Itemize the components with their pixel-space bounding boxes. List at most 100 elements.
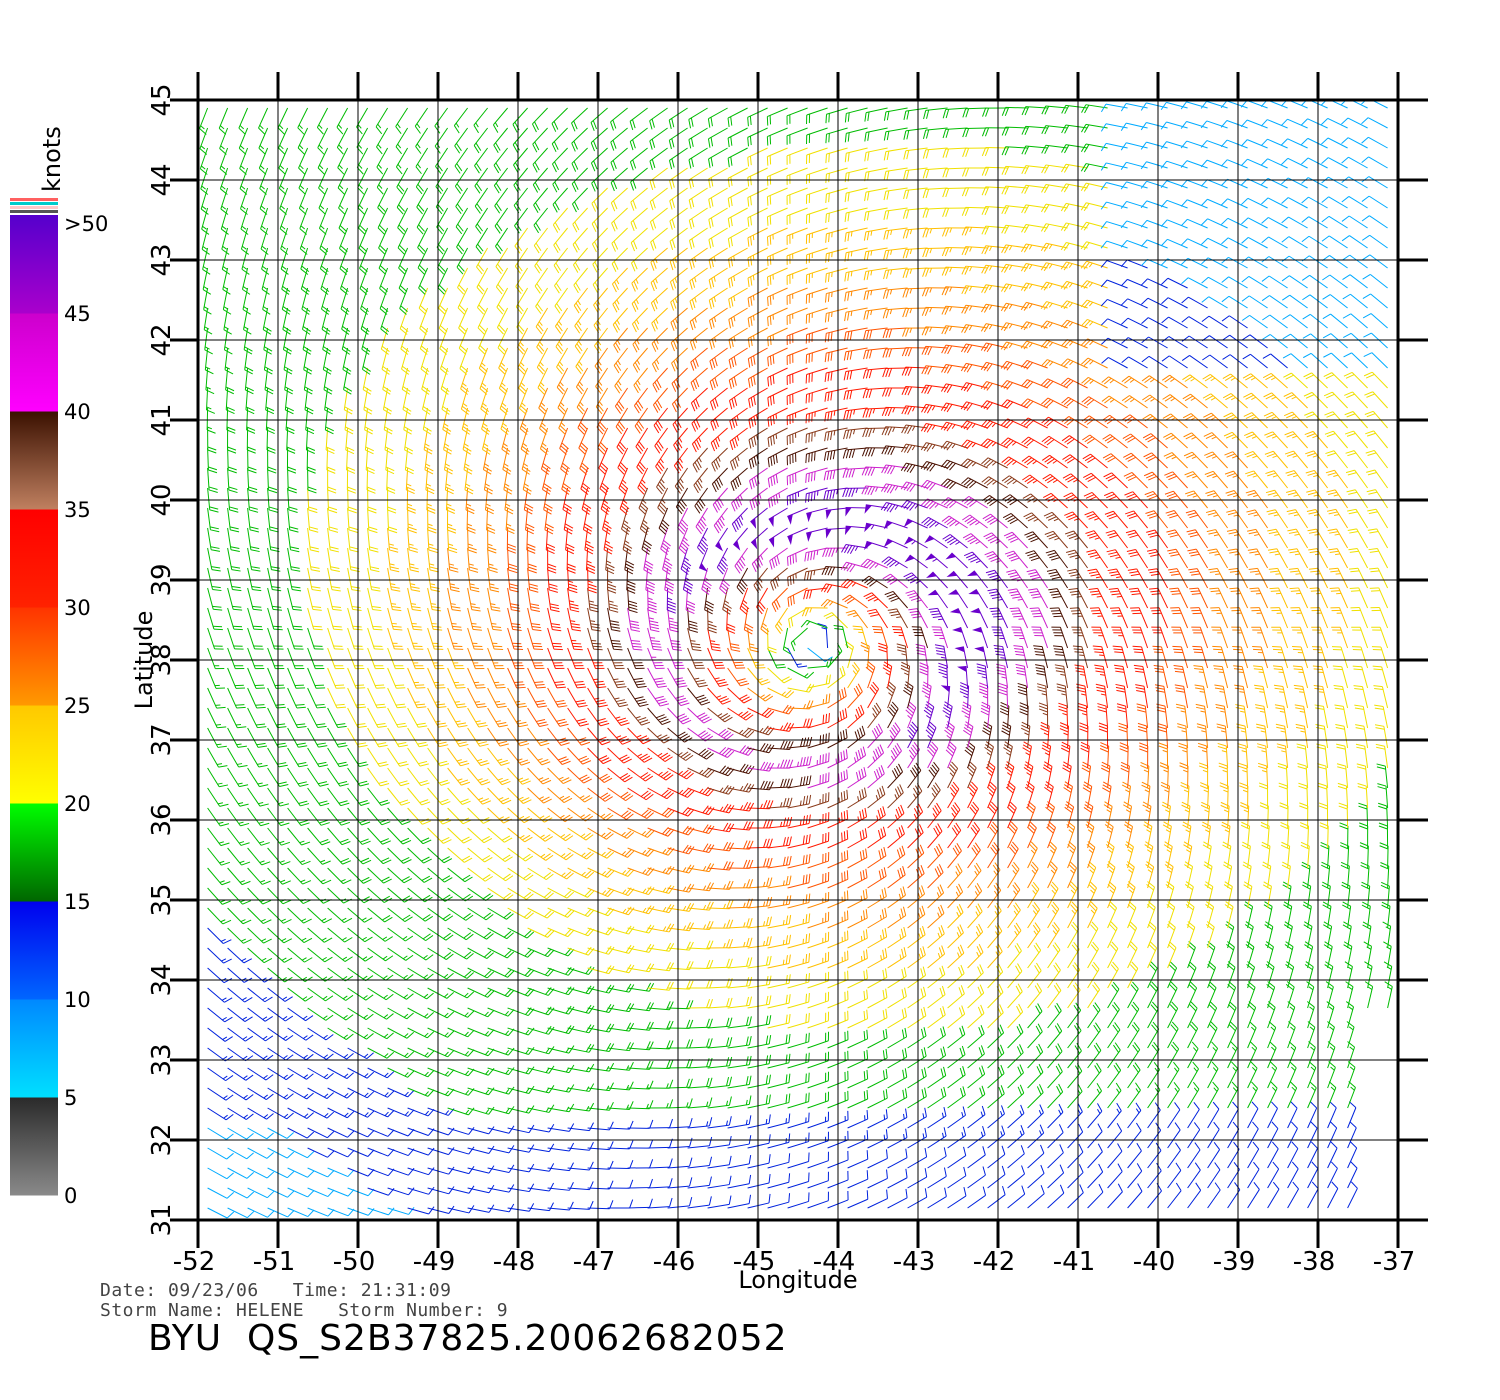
wind-barb bbox=[1040, 339, 1068, 349]
wind-barb bbox=[967, 1045, 985, 1069]
wind-barb bbox=[407, 1047, 435, 1058]
wind-barb bbox=[927, 761, 940, 789]
wind-barb bbox=[1051, 626, 1069, 649]
wind-barb bbox=[805, 227, 828, 244]
wind-barb bbox=[1031, 626, 1049, 649]
wind-barb bbox=[1082, 434, 1108, 449]
wind-barb bbox=[687, 979, 714, 989]
wind-barb bbox=[287, 1027, 314, 1041]
wind-barb bbox=[1127, 1102, 1142, 1129]
wind-barb bbox=[1323, 352, 1348, 369]
wind-barb bbox=[947, 1106, 966, 1129]
wind-barb bbox=[607, 767, 633, 783]
wind-barb bbox=[1287, 1161, 1299, 1189]
wind-barb bbox=[1126, 549, 1149, 569]
wind-barb bbox=[1167, 1102, 1181, 1129]
wind-barb bbox=[1065, 549, 1089, 569]
wind-barb bbox=[947, 761, 959, 789]
wind-barb bbox=[1146, 529, 1169, 549]
wind-barb bbox=[766, 147, 788, 166]
wind-barb bbox=[543, 487, 553, 515]
wind-barb bbox=[627, 1002, 654, 1012]
wind-barb bbox=[1307, 1161, 1319, 1189]
wind-barb bbox=[708, 147, 728, 168]
wind-barb bbox=[786, 287, 808, 305]
wind-barb bbox=[1209, 587, 1229, 609]
wind-barb bbox=[1047, 1043, 1063, 1069]
wind-barb bbox=[629, 107, 648, 131]
wind-barb bbox=[527, 627, 543, 651]
wind-barb bbox=[207, 1127, 234, 1140]
wind-barb bbox=[492, 107, 508, 133]
wind-barb bbox=[649, 127, 668, 150]
wind-barb bbox=[347, 687, 367, 709]
wind-barb bbox=[487, 1106, 515, 1115]
wind-barb bbox=[787, 1072, 810, 1089]
wind-barb bbox=[307, 1067, 334, 1080]
wind-barb bbox=[945, 552, 968, 569]
wind-barb bbox=[523, 487, 534, 515]
wind-barb bbox=[962, 533, 988, 549]
wind-barb bbox=[207, 647, 225, 670]
wind-barb bbox=[787, 1192, 810, 1209]
wind-barb bbox=[806, 107, 828, 125]
wind-barb bbox=[547, 1142, 575, 1152]
wind-barb bbox=[1002, 494, 1028, 509]
wind-barb bbox=[1342, 254, 1368, 269]
wind-barb bbox=[786, 307, 808, 325]
wind-barb bbox=[427, 667, 446, 689]
wind-barb bbox=[493, 147, 508, 174]
wind-barb bbox=[669, 247, 688, 271]
wind-barb bbox=[786, 267, 808, 285]
wind-barb bbox=[900, 500, 928, 511]
wind-barb bbox=[367, 727, 388, 748]
wind-barb bbox=[367, 787, 390, 806]
wind-barb bbox=[327, 727, 348, 748]
wind-barb bbox=[805, 327, 828, 344]
wind-barb bbox=[987, 882, 1002, 909]
wind-barb bbox=[1326, 508, 1349, 529]
wind-barb bbox=[1027, 1084, 1044, 1109]
wind-barb bbox=[1184, 471, 1208, 489]
wind-barb bbox=[507, 647, 525, 670]
wind-barb bbox=[267, 947, 293, 963]
wind-barb bbox=[594, 327, 609, 354]
wind-barb bbox=[495, 247, 509, 275]
wind-barb bbox=[847, 989, 868, 1009]
wind-barb bbox=[960, 343, 988, 354]
wind-barb bbox=[1001, 244, 1028, 254]
wind-barb bbox=[267, 627, 284, 650]
wind-barb bbox=[1221, 315, 1248, 329]
wind-barb bbox=[307, 627, 324, 650]
wind-barb bbox=[866, 608, 889, 629]
wind-barb bbox=[787, 1112, 810, 1129]
wind-barb bbox=[669, 207, 688, 230]
wind-barb bbox=[1182, 821, 1192, 849]
wind-barb bbox=[1145, 510, 1168, 529]
wind-barb bbox=[1067, 1063, 1083, 1089]
wind-barb bbox=[767, 895, 792, 909]
wind-barb bbox=[887, 804, 905, 829]
wind-barb bbox=[947, 1146, 967, 1169]
wind-barb bbox=[567, 707, 589, 727]
wind-barb bbox=[925, 553, 948, 569]
wind-barb bbox=[455, 187, 469, 214]
wind-barb bbox=[1028, 588, 1049, 609]
wind-barb bbox=[947, 964, 965, 989]
wind-barb bbox=[984, 741, 994, 769]
wind-barb bbox=[907, 824, 924, 849]
wind-barb bbox=[1041, 184, 1068, 194]
wind-barb bbox=[635, 427, 649, 455]
wind-barb bbox=[1244, 431, 1268, 449]
wind-barb bbox=[487, 627, 504, 650]
wind-barb bbox=[710, 407, 728, 431]
wind-barb bbox=[1164, 471, 1188, 489]
wind-barb bbox=[487, 807, 512, 824]
wind-barb bbox=[967, 1105, 986, 1129]
colorbar-band bbox=[10, 705, 58, 804]
wind-barb bbox=[327, 1107, 355, 1119]
wind-barb bbox=[247, 907, 272, 924]
wind-barb bbox=[407, 847, 432, 864]
wind-barb bbox=[407, 667, 426, 689]
colorbar-tick-label: 0 bbox=[64, 1184, 77, 1208]
